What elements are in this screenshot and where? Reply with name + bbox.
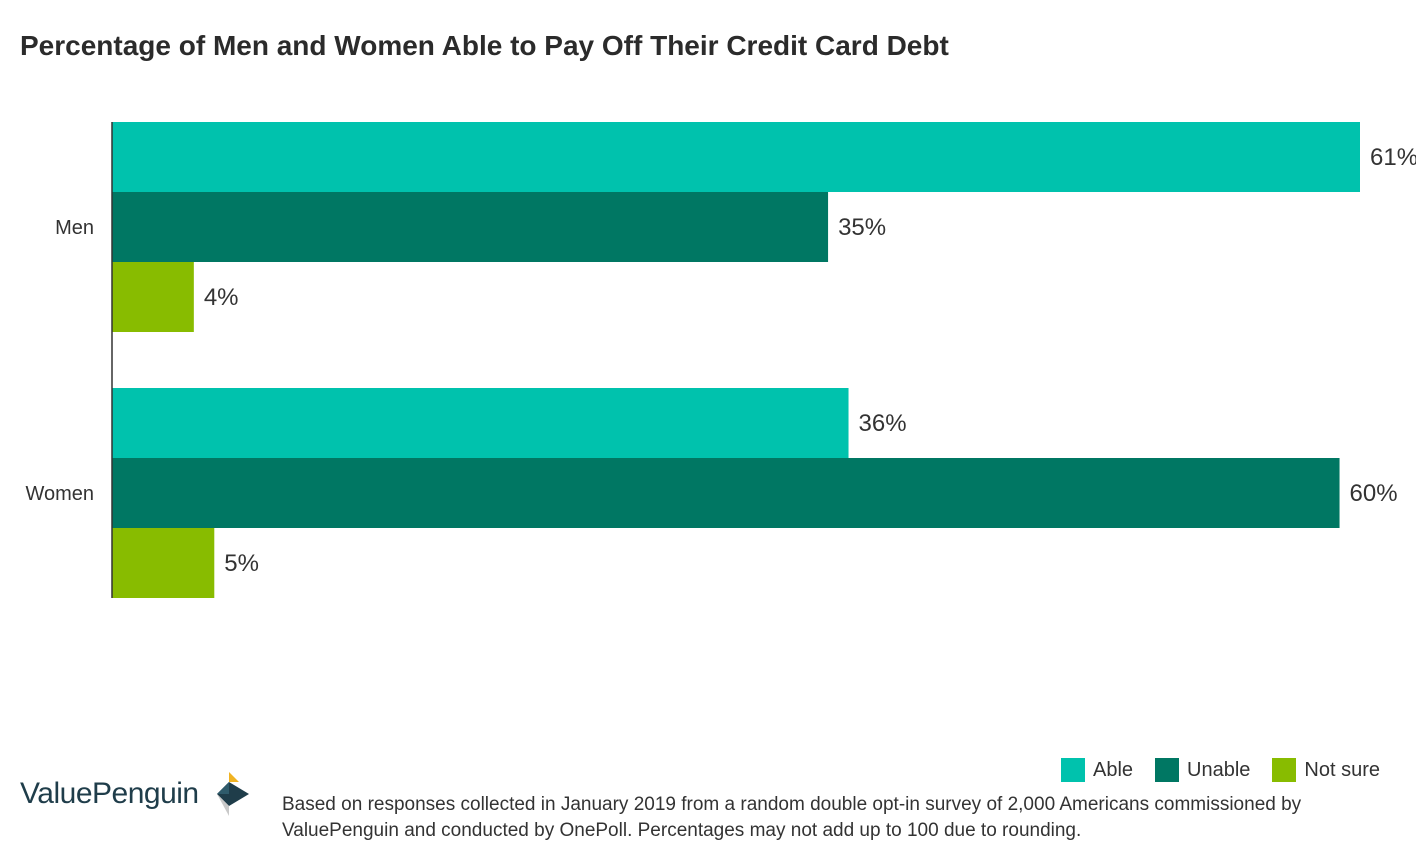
legend-item-unable: Unable xyxy=(1155,758,1250,782)
category-label-women: Women xyxy=(25,483,94,505)
category-label-men: Men xyxy=(55,217,94,239)
chart-legend: Able Unable Not sure xyxy=(1060,758,1380,782)
data-label-men-not-sure: 4% xyxy=(204,284,239,311)
bar-men-unable xyxy=(112,192,829,262)
chart-title: Percentage of Men and Women Able to Pay … xyxy=(20,30,949,61)
bar-women-unable xyxy=(112,458,1340,528)
legend-label-able: Able xyxy=(1092,758,1134,781)
legend-item-able: Able xyxy=(1060,758,1134,782)
data-label-men-unable: 35% xyxy=(838,214,886,241)
legend-label-unable: Unable xyxy=(1187,758,1251,781)
bar-men-not-sure xyxy=(112,262,194,332)
bar-chart: 61% 35% 4% Men 36% 60% 5% Women xyxy=(25,122,1416,598)
data-label-women-able: 36% xyxy=(859,410,907,437)
data-label-women-unable: 60% xyxy=(1350,480,1398,507)
legend-item-not-sure: Not sure xyxy=(1272,758,1380,782)
legend-swatch-unable xyxy=(1155,758,1180,782)
bar-men-able xyxy=(112,122,1360,192)
brand-logo: ValuePenguin xyxy=(20,770,251,818)
bar-women-able xyxy=(112,388,849,458)
brand-name: ValuePenguin xyxy=(20,777,199,810)
data-label-men-able: 61% xyxy=(1370,144,1416,171)
legend-swatch-able xyxy=(1060,758,1085,782)
chart-footnote: Based on responses collected in January … xyxy=(282,794,1302,841)
data-label-women-not-sure: 5% xyxy=(224,550,259,577)
legend-label-not-sure: Not sure xyxy=(1304,758,1380,781)
legend-swatch-not-sure xyxy=(1272,758,1297,782)
valuepenguin-logo-icon xyxy=(216,772,249,816)
bar-women-not-sure xyxy=(112,528,215,598)
